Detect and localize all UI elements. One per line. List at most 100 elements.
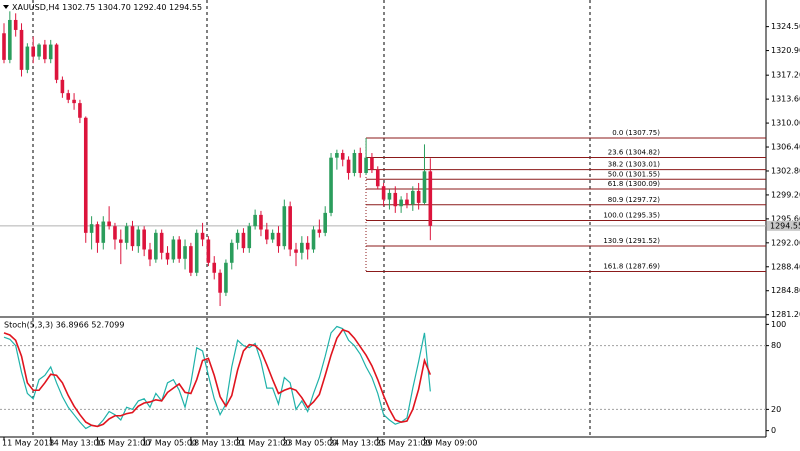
candle-body	[265, 229, 269, 240]
x-tick-label: 24 May 13:00	[329, 439, 384, 448]
fib-label: 0.0 (1307.75)	[612, 129, 660, 137]
x-tick-label: 25 May 21:00	[376, 439, 431, 448]
candle-body	[393, 192, 398, 207]
candle-body	[83, 117, 88, 233]
candle-body	[276, 232, 281, 247]
candle-body	[364, 157, 368, 173]
candle-body	[259, 214, 263, 230]
candle-body	[37, 44, 41, 57]
last-price-box	[767, 220, 800, 231]
candle-body	[399, 199, 403, 207]
x-tick-label: 11 May 2018	[2, 439, 54, 448]
candle-body	[416, 190, 421, 203]
candle-body	[78, 103, 82, 118]
candle-body	[119, 239, 123, 243]
candle-body	[31, 46, 35, 57]
candle-body	[60, 79, 65, 94]
candle-body	[212, 262, 217, 273]
fib-label: 50.0 (1301.55)	[608, 170, 660, 178]
candle-body	[294, 249, 298, 253]
candle-body	[428, 171, 433, 226]
x-tick-label: 14 May 13:00	[49, 439, 104, 448]
candle-body	[183, 246, 187, 259]
candle-body	[113, 226, 117, 240]
candle-body	[154, 232, 158, 260]
candle-body	[422, 171, 427, 203]
candle-body	[189, 246, 193, 273]
candle-body	[148, 249, 152, 260]
fib-label: 130.9 (1291.52)	[603, 237, 660, 245]
y-tick-label: 1295.60	[771, 214, 800, 223]
last-price-label: 1294.55	[770, 221, 800, 230]
candle-body	[194, 232, 199, 273]
stoch-title: Stoch(5,3,3) 36.8966 52.7099	[4, 321, 124, 330]
candle-body	[48, 44, 53, 60]
y-tick-label: 1302.80	[771, 166, 800, 175]
candle-body	[335, 153, 339, 158]
candle-body	[229, 242, 234, 263]
candle-body	[13, 19, 18, 30]
candle-body	[247, 226, 252, 249]
candle-body	[2, 33, 6, 60]
candle-body	[101, 221, 106, 243]
candle-body	[346, 159, 351, 173]
candle-body	[19, 29, 24, 70]
candle-body	[165, 252, 170, 260]
candle-body	[405, 199, 409, 205]
y-tick-label: 1320.90	[771, 46, 800, 55]
candle-body	[317, 229, 322, 233]
candle-body	[340, 153, 345, 160]
symbol: XAUUSD,H4	[12, 3, 60, 12]
candle-body	[8, 19, 12, 60]
candle-body	[159, 232, 164, 253]
candle-body	[270, 232, 275, 240]
stoch-line	[3, 325, 431, 430]
x-tick-label: 18 May 13:00	[189, 439, 244, 448]
y-tick-label: 1310.00	[771, 119, 800, 128]
header-open: 1302.75	[62, 3, 95, 12]
y-tick-label: 1292.00	[771, 238, 800, 247]
header-close: 1294.55	[169, 3, 202, 12]
y-tick-label: 1324.50	[771, 22, 800, 31]
stoch-line	[3, 328, 432, 428]
chart-header: XAUUSD,H4 1302.75 1304.70 1292.40 1294.5…	[12, 3, 202, 12]
y-tick-label: 1284.80	[771, 286, 800, 295]
candle-body	[107, 221, 111, 227]
candle-body	[177, 239, 181, 259]
menu-triangle[interactable]	[3, 5, 9, 9]
x-tick-label: 21 May 21:00	[236, 439, 291, 448]
fib-label: 161.8 (1287.69)	[603, 262, 660, 270]
header-low: 1292.40	[133, 3, 166, 12]
candle-body	[130, 226, 135, 247]
candle-body	[142, 229, 146, 250]
fib-label: 80.9 (1297.72)	[608, 196, 660, 204]
candle-body	[381, 186, 386, 200]
fib-label: 23.6 (1304.82)	[608, 149, 660, 157]
candle-body	[288, 206, 292, 250]
candle-body	[72, 99, 76, 104]
fib-label: 100.0 (1295.35)	[603, 212, 660, 220]
y-tick-label: 80	[771, 341, 781, 350]
x-tick-label: 29 May 09:00	[422, 439, 477, 448]
y-tick-label: 100	[771, 320, 786, 329]
header-high: 1304.70	[98, 3, 131, 12]
x-tick-label: 17 May 05:00	[142, 439, 197, 448]
candle-body	[375, 169, 380, 187]
candle-body	[411, 190, 415, 205]
y-tick-label: 1299.20	[771, 190, 800, 199]
x-tick-label: 23 May 05:00	[282, 439, 337, 448]
fib-label: 61.8 (1300.09)	[608, 180, 660, 188]
y-tick-label: 20	[771, 405, 781, 414]
candle-body	[200, 232, 205, 240]
candle-body	[358, 153, 363, 173]
candle-body	[218, 272, 222, 293]
y-tick-label: 0	[771, 426, 776, 435]
fib-label: 38.2 (1303.01)	[608, 161, 660, 169]
candle-body	[89, 224, 94, 233]
y-tick-label: 1281.20	[771, 310, 800, 319]
y-tick-label: 1313.60	[771, 95, 800, 104]
candle-body	[136, 229, 141, 247]
y-tick-label: 1288.40	[771, 262, 800, 271]
candle-body	[305, 242, 310, 250]
